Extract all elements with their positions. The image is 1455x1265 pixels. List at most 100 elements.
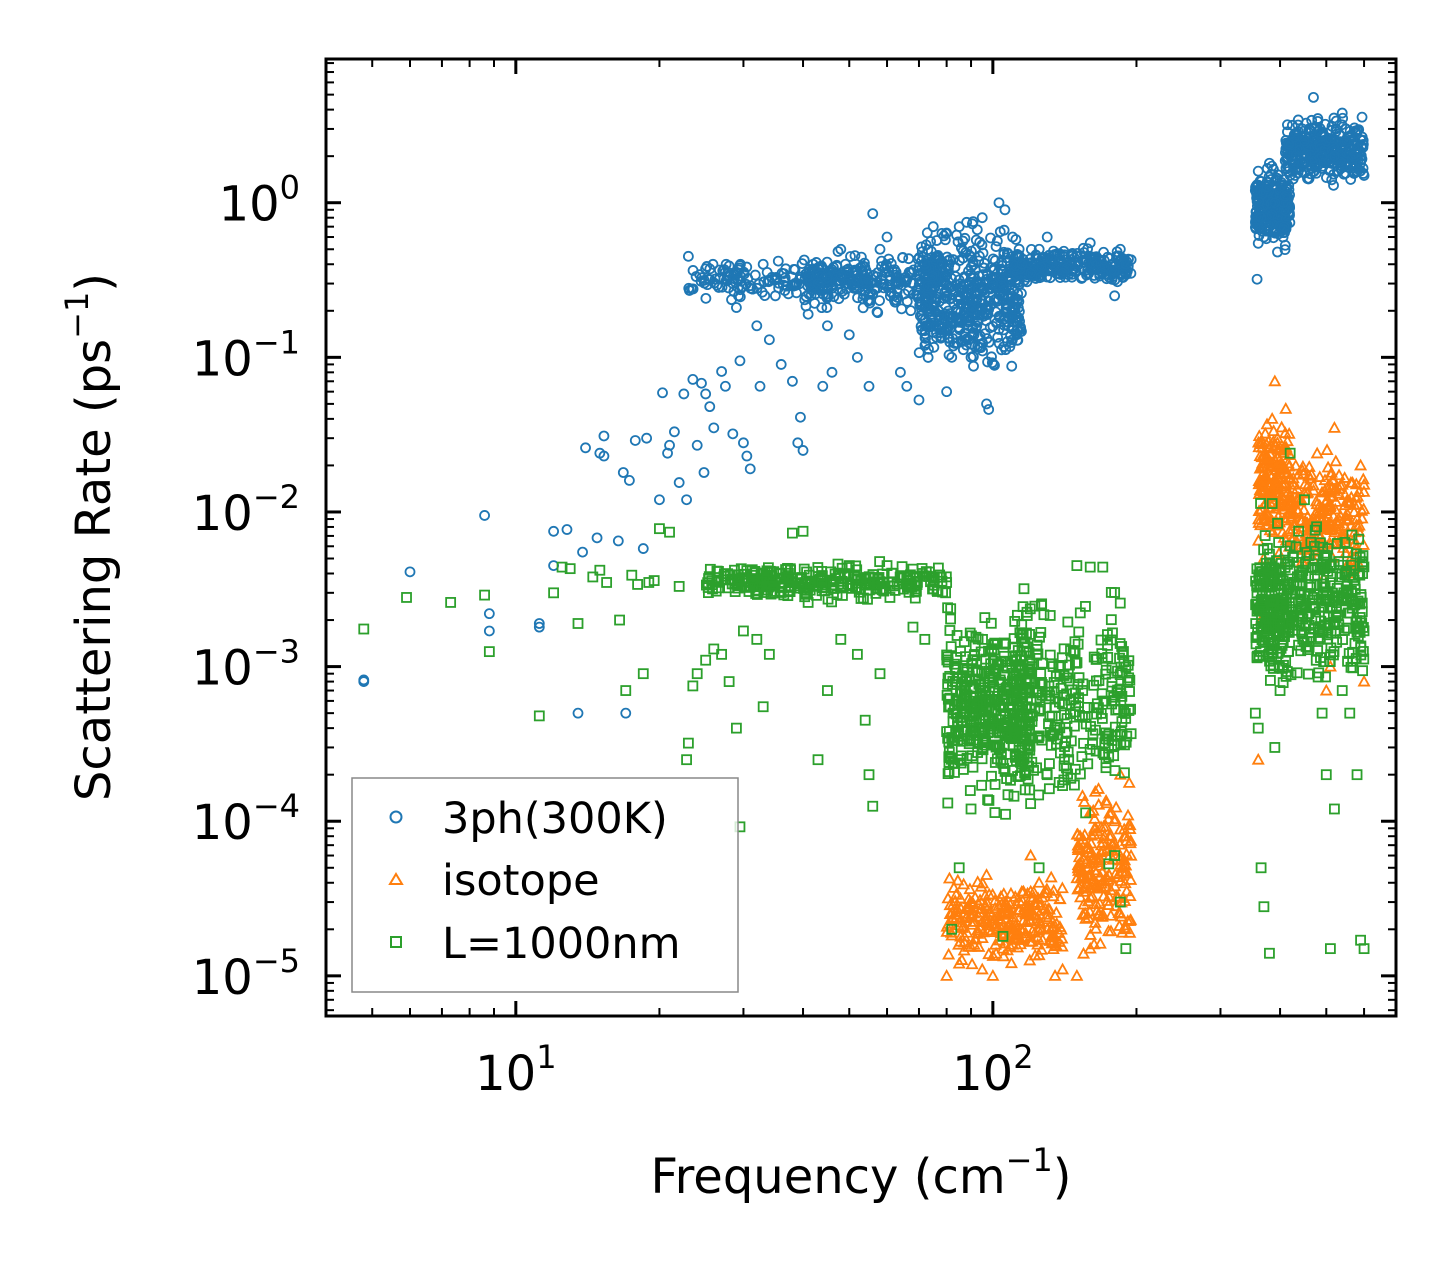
- point-circle: [1112, 276, 1123, 288]
- point-square: [654, 523, 665, 535]
- point-circle: [1328, 179, 1339, 191]
- point-square: [1016, 628, 1028, 640]
- point-triangle: [1041, 912, 1055, 925]
- point-square: [986, 645, 998, 657]
- point-triangle: [1268, 438, 1282, 451]
- point-circle: [907, 278, 919, 289]
- point-triangle: [1104, 908, 1118, 921]
- point-triangle: [1335, 477, 1349, 490]
- point-circle: [701, 261, 713, 272]
- point-circle: [863, 380, 875, 392]
- point-square: [1034, 631, 1045, 643]
- point-triangle: [1285, 507, 1299, 520]
- point-square: [891, 578, 903, 590]
- point-square: [1000, 808, 1011, 820]
- point-triangle: [1046, 914, 1060, 927]
- point-square: [1090, 745, 1102, 757]
- point-square: [1290, 541, 1302, 553]
- point-circle: [669, 426, 680, 438]
- point-triangle: [1025, 924, 1039, 937]
- point-circle: [577, 546, 588, 558]
- point-square: [816, 582, 828, 593]
- point-circle: [935, 258, 947, 270]
- point-triangle: [1112, 906, 1126, 918]
- point-square: [983, 795, 995, 806]
- point-square: [1296, 600, 1308, 612]
- point-square: [1258, 631, 1270, 643]
- point-square: [1109, 850, 1121, 861]
- point-circle: [358, 674, 370, 686]
- point-triangle: [1009, 932, 1023, 944]
- point-triangle: [1122, 817, 1136, 830]
- point-circle: [1009, 303, 1020, 315]
- point-circle: [840, 278, 852, 290]
- point-circle: [696, 377, 707, 389]
- point-square: [673, 581, 685, 592]
- point-triangle: [1076, 852, 1090, 865]
- point-square: [1054, 669, 1066, 680]
- point-triangle: [1267, 424, 1281, 436]
- point-square: [1291, 667, 1303, 679]
- point-square: [1058, 709, 1070, 721]
- point-square: [950, 662, 962, 674]
- point-circle: [479, 510, 490, 521]
- point-circle: [973, 255, 985, 267]
- point-triangle: [1123, 925, 1137, 938]
- point-circle: [1007, 250, 1019, 262]
- point-circle: [859, 257, 870, 269]
- point-circle: [681, 494, 692, 506]
- point-triangle: [1070, 827, 1084, 840]
- point-triangle: [952, 956, 966, 969]
- point-square: [1343, 648, 1355, 659]
- point-square: [1115, 688, 1127, 699]
- point-triangle: [1036, 933, 1050, 945]
- point-square: [859, 714, 871, 726]
- point-circle: [985, 262, 997, 274]
- point-square: [1020, 701, 1032, 713]
- point-square: [763, 648, 775, 660]
- point-triangle: [988, 893, 1002, 906]
- point-triangle: [1309, 494, 1323, 507]
- point-square: [1068, 646, 1080, 658]
- point-triangle: [1343, 553, 1357, 566]
- point-triangle: [1099, 879, 1113, 892]
- point-triangle: [1278, 477, 1292, 490]
- point-square: [1106, 662, 1118, 674]
- point-triangle: [988, 920, 1002, 932]
- point-circle: [1252, 237, 1264, 249]
- point-circle: [707, 258, 719, 270]
- point-circle: [1058, 265, 1070, 277]
- point-circle: [792, 437, 804, 449]
- point-square: [825, 566, 837, 578]
- point-circle: [897, 252, 908, 264]
- point-circle: [742, 272, 754, 284]
- point-triangle: [1028, 898, 1042, 910]
- point-circle: [970, 264, 981, 276]
- point-triangle: [1072, 881, 1086, 893]
- point-circle: [1355, 157, 1366, 169]
- point-circle: [923, 343, 934, 355]
- point-triangle: [1350, 512, 1364, 524]
- point-square: [941, 689, 953, 701]
- point-circle: [919, 293, 930, 305]
- point-square: [1321, 586, 1333, 598]
- point-triangle: [1307, 483, 1321, 496]
- point-triangle: [1344, 475, 1358, 488]
- point-triangle: [1269, 477, 1283, 490]
- point-square: [1357, 665, 1368, 677]
- point-triangle: [1003, 939, 1017, 952]
- point-square: [769, 587, 780, 599]
- point-circle: [1261, 181, 1273, 193]
- point-circle: [617, 467, 629, 478]
- point-square: [802, 597, 814, 608]
- point-square: [1074, 768, 1086, 780]
- point-square: [1266, 498, 1278, 509]
- point-circle: [1269, 197, 1281, 209]
- point-triangle: [1298, 477, 1312, 489]
- point-circle: [993, 197, 1005, 209]
- point-triangle: [950, 904, 964, 917]
- point-triangle: [1031, 930, 1045, 943]
- point-square: [1053, 777, 1065, 788]
- point-square: [1007, 676, 1019, 687]
- point-triangle: [1120, 847, 1134, 860]
